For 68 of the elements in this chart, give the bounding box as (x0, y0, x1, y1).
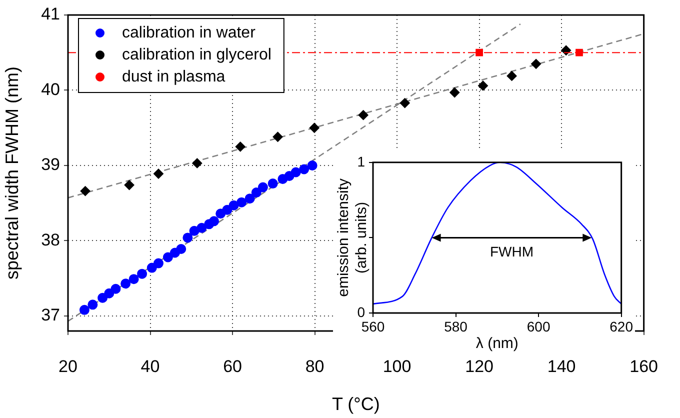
point (576, 48, 583, 56)
point (98, 292, 108, 303)
y-axis-title: spectral width FWHM (nm) (2, 66, 22, 280)
point (531, 58, 542, 69)
x-axis-title: T (°C) (332, 394, 380, 414)
y-tick-label: 37 (41, 306, 60, 325)
point (450, 87, 460, 98)
point (104, 288, 114, 298)
x-axis-title: λ (nm) (476, 335, 518, 352)
point (228, 200, 239, 210)
x-tick-label: 60 (223, 356, 242, 376)
point (209, 216, 220, 226)
point (235, 142, 246, 152)
point (258, 182, 268, 192)
legend-label: calibration in glycerol (122, 46, 272, 64)
point (192, 158, 202, 168)
point (236, 197, 247, 208)
point (299, 164, 310, 174)
legend-label: calibration in water (122, 24, 256, 42)
point (222, 204, 232, 215)
y-tick-label: 40 (41, 80, 60, 99)
point (358, 110, 368, 120)
x-tick-label: 20 (58, 356, 78, 376)
x-tick-label: 600 (526, 318, 550, 334)
x-tick-label: 120 (465, 356, 494, 376)
y-tick-label: 39 (41, 155, 60, 174)
point (400, 98, 410, 108)
annotation: FWHM (490, 244, 534, 260)
point (251, 188, 262, 198)
legend-label: dust in plasma (122, 68, 226, 86)
point (80, 186, 90, 196)
point (268, 178, 278, 189)
y-tick-label: 0 (357, 304, 366, 320)
x-tick-label: 620 (610, 318, 634, 334)
line-series (373, 162, 622, 305)
point (189, 226, 200, 236)
point (153, 258, 164, 268)
x-tick-label: 100 (382, 356, 412, 376)
point (307, 160, 318, 170)
x-tick-label: 560 (361, 318, 385, 334)
point (290, 167, 301, 178)
y-tick-label: 41 (41, 4, 60, 24)
point (124, 180, 134, 190)
x-tick-label: 40 (140, 356, 160, 376)
y-tick-label: 38 (41, 230, 60, 250)
x-tick-label: 580 (444, 318, 468, 334)
point (478, 80, 488, 91)
x-tick-label: 160 (630, 356, 658, 376)
point (272, 132, 283, 142)
point (162, 252, 173, 262)
point (196, 222, 207, 233)
point (137, 268, 148, 279)
point (120, 278, 131, 289)
point (309, 122, 320, 133)
point (176, 244, 186, 254)
point (79, 304, 90, 315)
point (88, 300, 98, 310)
x-tick-label: 140 (547, 356, 576, 376)
point (128, 274, 139, 284)
y-axis-title: emission intensity (arb. units) (335, 178, 370, 297)
point (110, 284, 121, 294)
x-tick-label: 80 (305, 356, 324, 376)
point (244, 194, 255, 204)
point (182, 232, 193, 243)
point (153, 168, 164, 179)
y-tick-label: 1 (357, 153, 366, 170)
point (506, 70, 517, 81)
point (476, 48, 483, 56)
